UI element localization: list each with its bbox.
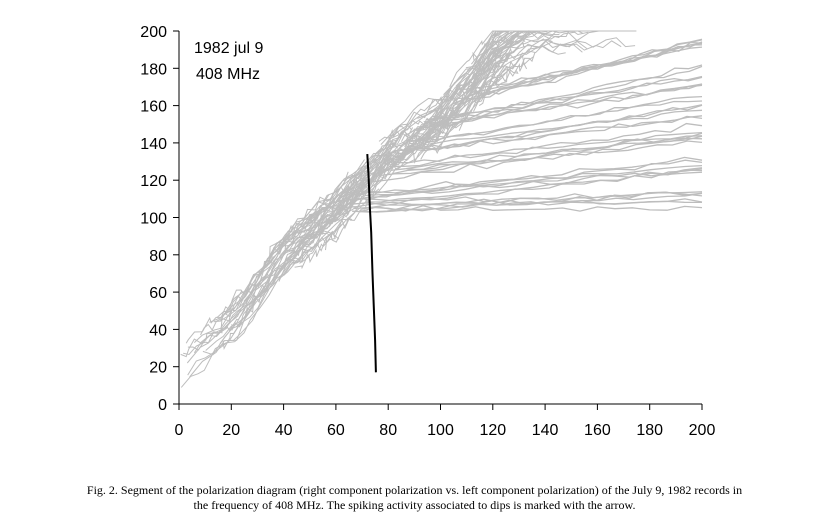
x-tick-label: 20 — [222, 422, 240, 439]
y-tick-label: 180 — [140, 61, 167, 78]
x-tick-label: 200 — [689, 422, 716, 439]
y-tick-label: 20 — [149, 360, 167, 377]
branch-trace-line — [410, 104, 703, 152]
trace-line — [185, 289, 243, 344]
trace-line — [322, 136, 401, 205]
branch-trace-line — [365, 159, 703, 201]
trace-line — [329, 156, 397, 225]
trace-line — [464, 30, 540, 98]
branch-trace-line — [410, 95, 703, 143]
branch-trace-line — [359, 192, 703, 213]
x-tick-label: 100 — [427, 422, 454, 439]
trace-line — [219, 166, 369, 322]
trace-line — [324, 146, 389, 219]
trace-line — [429, 38, 499, 115]
branch-trace-line — [475, 44, 703, 98]
y-tick-label: 0 — [158, 397, 167, 414]
trace-line — [221, 263, 276, 334]
branch-trace-line — [425, 75, 703, 121]
axis-ticks: 0 20 40 60 80 100 120 140 160 180 200 0 20 40 60 80 100 1… — [140, 24, 715, 439]
x-tick-label: 160 — [584, 422, 611, 439]
trace-line — [378, 81, 456, 142]
y-tick-label: 40 — [149, 322, 167, 339]
trace-line — [224, 159, 369, 315]
x-tick-label: 120 — [479, 422, 506, 439]
trace-line — [193, 208, 331, 343]
trace-line — [180, 308, 235, 358]
annotation-frequency: 408 MHz — [196, 66, 260, 83]
x-tick-label: 140 — [532, 422, 559, 439]
x-tick-label: 0 — [175, 422, 184, 439]
trace-line — [308, 145, 420, 247]
trace-line — [385, 48, 496, 157]
trace-line — [283, 155, 390, 264]
x-tick-label: 180 — [636, 422, 663, 439]
trace-line — [458, 45, 566, 131]
branch-trace-line — [362, 169, 703, 210]
trace-line — [294, 234, 340, 269]
branch-trace-line — [393, 131, 703, 164]
trace-line — [389, 121, 457, 171]
trace-line — [250, 150, 407, 305]
y-tick-label: 100 — [140, 211, 167, 228]
y-tick-label: 140 — [140, 136, 167, 153]
branch-trace-line — [353, 205, 703, 212]
branch-trace-line — [359, 198, 703, 213]
branch-trace-line — [378, 132, 703, 177]
y-tick-label: 60 — [149, 285, 167, 302]
branch-trace-line — [364, 168, 703, 203]
y-tick-label: 200 — [140, 24, 167, 41]
trace-line — [361, 58, 503, 188]
trace-line — [187, 231, 334, 376]
caption-line-1: Fig. 2. Segment of the polarization diag… — [86, 483, 743, 497]
spiking-arrow-marker — [366, 154, 377, 373]
chart-axes — [178, 31, 702, 405]
trace-line — [404, 46, 502, 142]
x-tick-label: 40 — [275, 422, 293, 439]
trace-line — [486, 37, 636, 80]
figure-caption: Fig. 2. Segment of the polarization diag… — [6, 483, 823, 513]
x-tick-label: 80 — [379, 422, 397, 439]
data-traces — [180, 30, 703, 388]
trace-line — [294, 199, 355, 245]
trace-line — [292, 232, 332, 263]
y-tick-label: 80 — [149, 248, 167, 265]
branch-trace-line — [392, 135, 703, 175]
annotation-date: 1982 jul 9 — [194, 40, 263, 57]
branch-trace-line — [469, 41, 703, 101]
polarization-chart: 0 20 40 60 80 100 120 140 160 180 200 0 20 40 60 80 100 1… — [140, 24, 715, 439]
branch-trace-line — [424, 84, 703, 129]
branch-trace-line — [420, 100, 703, 145]
trace-line — [270, 136, 421, 272]
x-tick-label: 60 — [327, 422, 345, 439]
trace-line — [343, 104, 460, 207]
trace-line — [209, 159, 365, 323]
branch-trace-line — [423, 115, 703, 151]
spiking-arrow-line — [366, 154, 377, 373]
trace-line — [202, 201, 352, 356]
branch-trace-line — [351, 156, 703, 202]
y-tick-label: 160 — [140, 99, 167, 116]
trace-line — [491, 30, 637, 51]
y-tick-label: 120 — [140, 173, 167, 190]
trace-line — [476, 43, 583, 103]
branch-trace-line — [340, 167, 703, 198]
trace-line — [232, 222, 345, 342]
caption-line-2: the frequency of 408 MHz. The spiking ac… — [193, 498, 636, 512]
chart-annotation: 1982 jul 9 408 MHz — [194, 40, 263, 83]
trace-line — [193, 222, 314, 354]
